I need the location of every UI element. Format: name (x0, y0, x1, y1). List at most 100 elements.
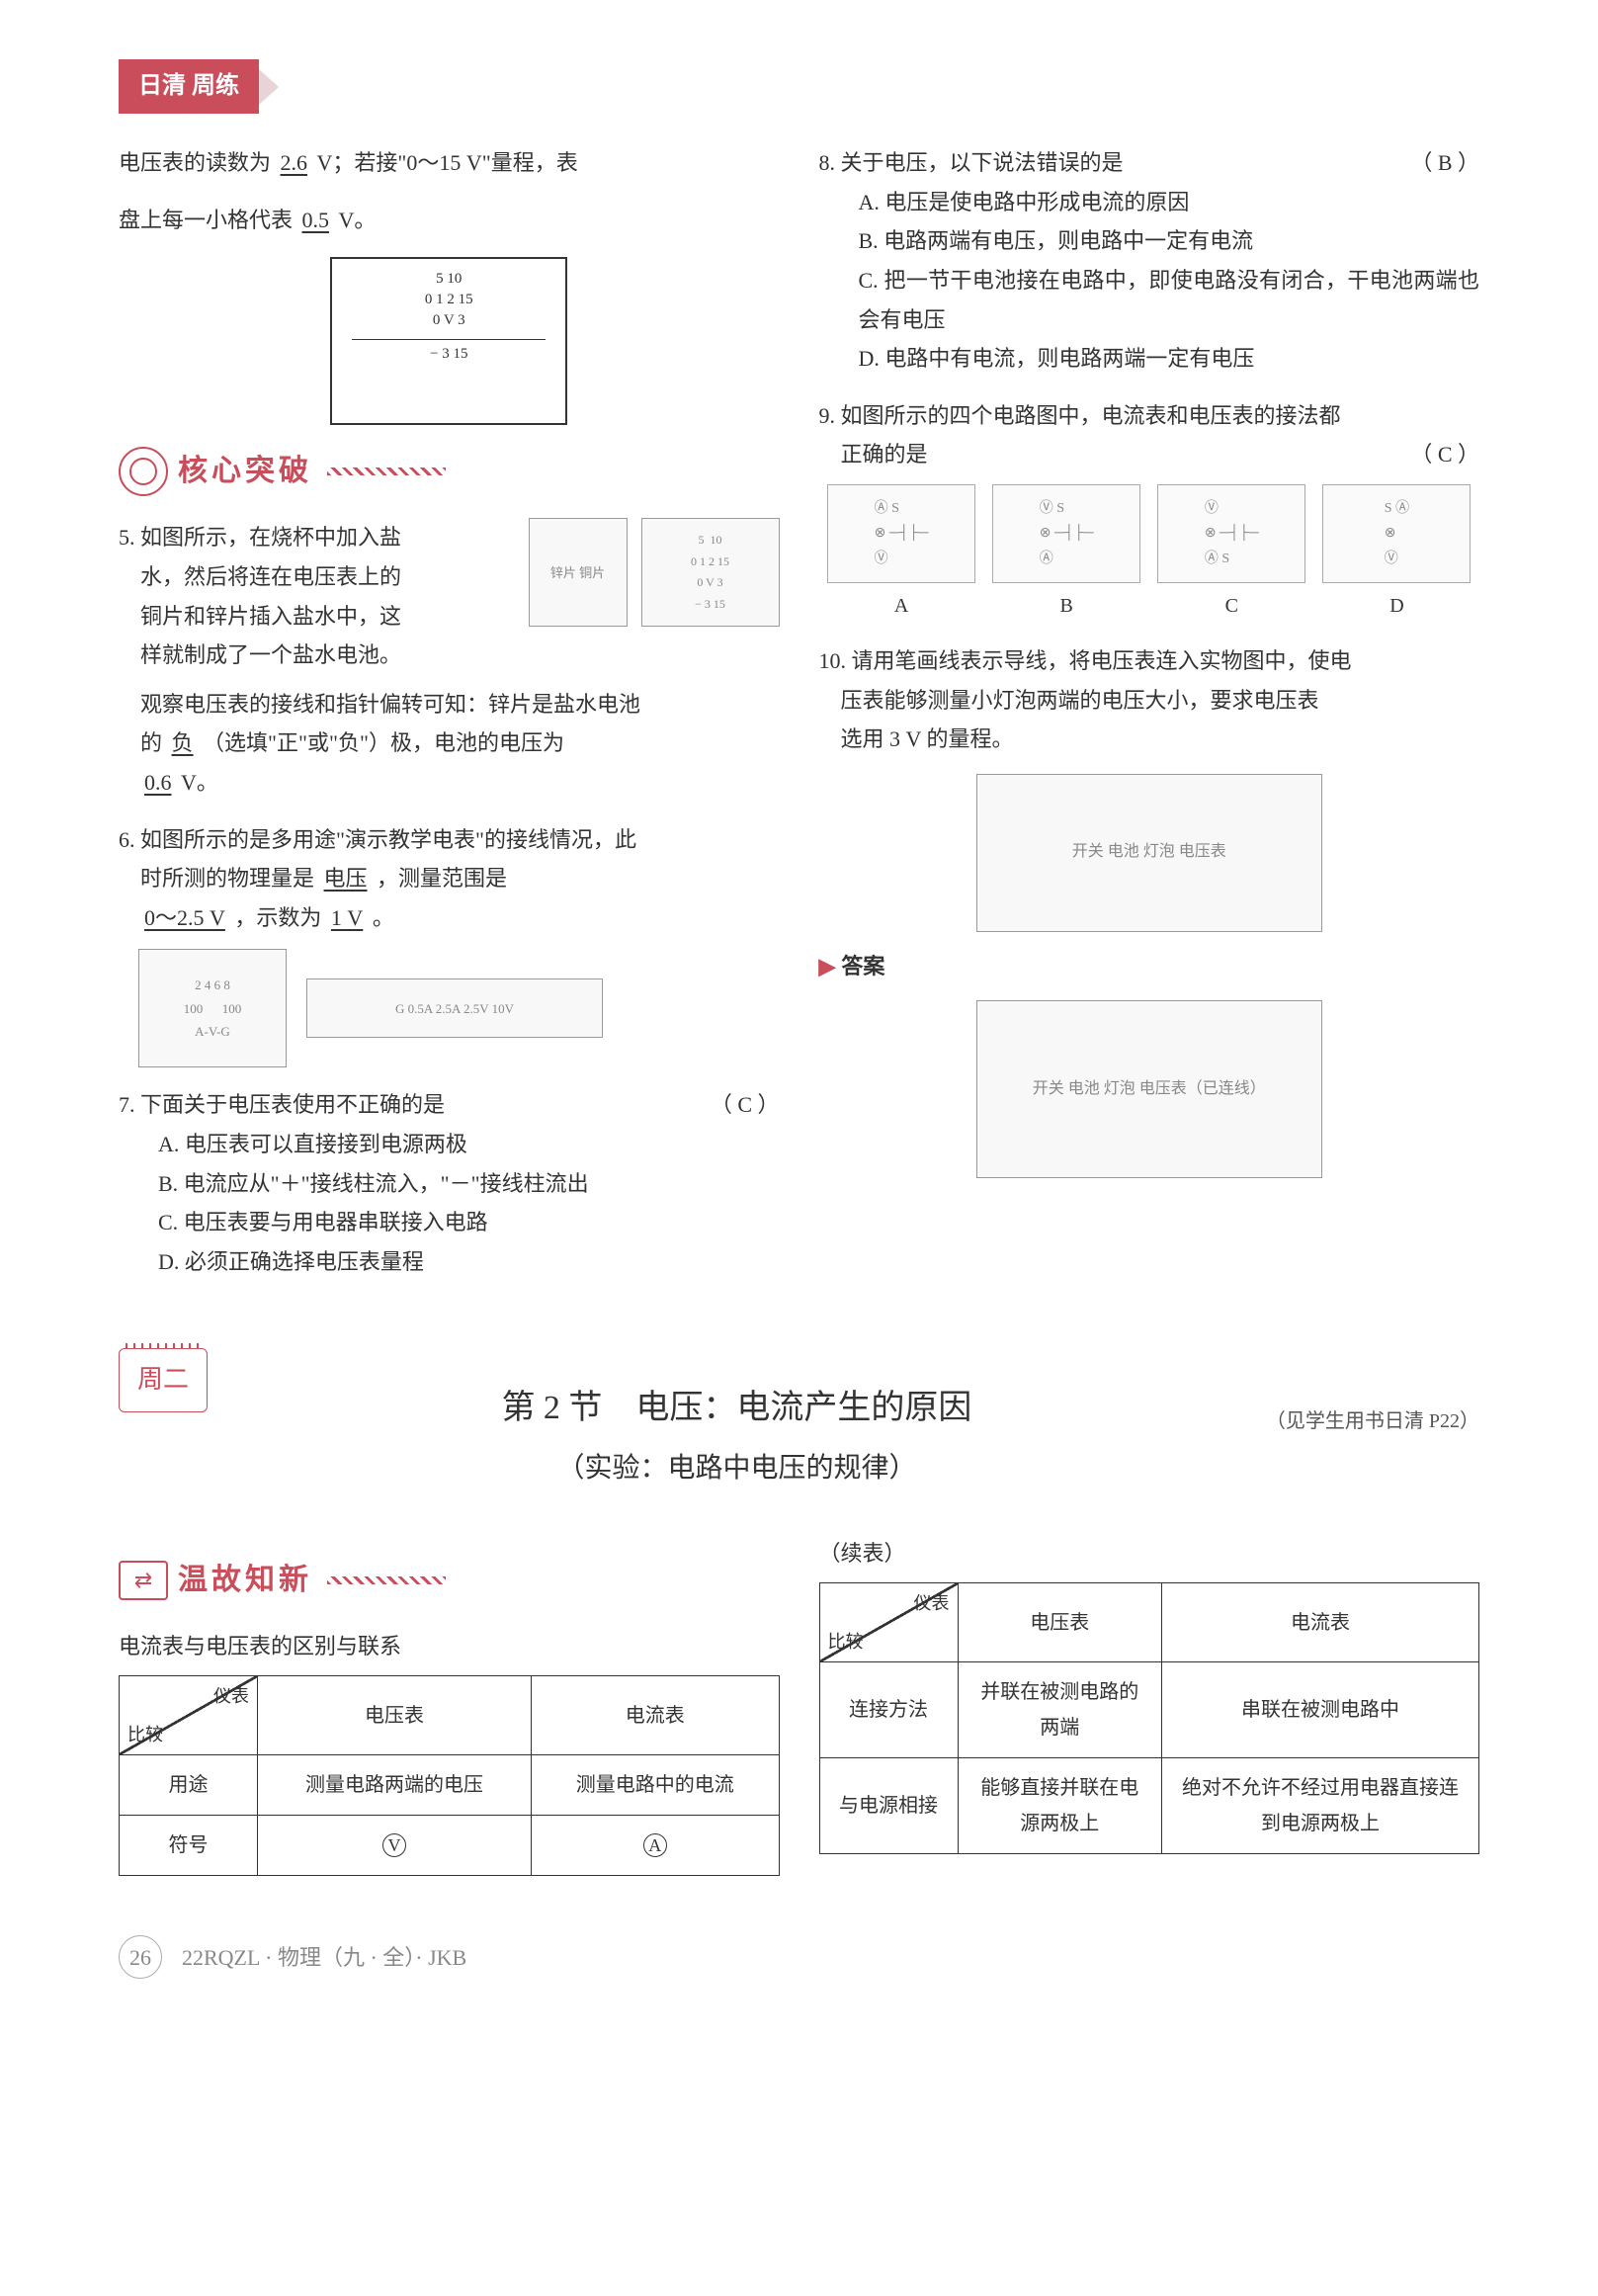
circuit-d-diagram: S Ⓐ⊗Ⓥ (1322, 484, 1471, 583)
q7-opt-a: A. 电压表可以直接接到电源两极 (158, 1125, 780, 1164)
comparison-table-1: 仪表 比较 电压表 电流表 用途 测量电路两端的电压 测量电路中的电流 符号 V… (119, 1675, 780, 1876)
right-column: 8. 关于电压，以下说法错误的是 （ B ） A. 电压是使电路中形成电流的原因… (819, 143, 1480, 1299)
q6-l2a: 时所测的物理量是 (140, 866, 314, 891)
q5-l3: 铜片和锌片插入盐水中，这 (140, 604, 401, 629)
table-row: 用途 测量电路两端的电压 测量电路中的电流 (120, 1755, 780, 1816)
q-num: 8. (819, 150, 836, 175)
q8-opt-a: A. 电压是使电路中形成电流的原因 (859, 183, 1480, 222)
q8-stem: 关于电压，以下说法错误的是 (841, 150, 1124, 175)
table-row: 与电源相接 能够直接并联在电源两极上 绝对不允许不经过用电器直接连到电源两极上 (819, 1758, 1479, 1854)
page-number: 26 (119, 1935, 162, 1979)
chapter-subtitle: （实验：电路中电压的规律） (208, 1444, 1266, 1493)
intro-text: V。 (339, 208, 377, 232)
q10-l3: 选用 3 V 的量程。 (841, 726, 1014, 751)
q7-stem: 下面关于电压表使用不正确的是 (140, 1092, 445, 1117)
q6-l1: 如图所示的是多用途"演示教学电表"的接线情况，此 (140, 827, 636, 852)
cell: 串联在被测电路中 (1161, 1662, 1478, 1758)
table-row: 连接方法 并联在被测电路的两端 串联在被测电路中 (819, 1662, 1479, 1758)
q8-answer: （ B ） (1410, 143, 1479, 183)
row-connection: 连接方法 (819, 1662, 958, 1758)
meter-scale-inner: 0 V 3 (342, 310, 555, 331)
q6-blank2: 0～2.5 V (140, 905, 229, 930)
th-ammeter: 电流表 (532, 1676, 780, 1755)
cell: A (532, 1816, 780, 1876)
section-title-text: 核心突破 (178, 445, 312, 498)
q5-l4: 样就制成了一个盐水电池。 (140, 642, 401, 667)
intro-blank1: 2.6 (277, 150, 312, 175)
reference-note: （见学生用书日清 P22） (1266, 1403, 1479, 1439)
q7-opt-d: D. 必须正确选择电压表量程 (158, 1242, 780, 1282)
q6-blank1: 电压 (320, 866, 372, 891)
question-8: 8. 关于电压，以下说法错误的是 （ B ） A. 电压是使电路中形成电流的原因… (819, 143, 1480, 379)
meter-scale-mid: 0 1 2 15 (342, 290, 555, 310)
row-purpose: 用途 (120, 1755, 258, 1816)
q7-answer: （ C ） (711, 1085, 780, 1125)
section2-title: 温故知新 (178, 1554, 312, 1607)
row-power-source: 与电源相接 (819, 1758, 958, 1854)
voltmeter-diagram: 5 10 0 1 2 15 0 V 3 − 3 15 (330, 257, 567, 425)
q10-circuit-diagram: 开关 电池 灯泡 电压表 (976, 774, 1322, 932)
section-breakthrough: 核心突破 (119, 445, 780, 498)
cell: 并联在被测电路的两端 (958, 1662, 1161, 1758)
q9-stem1: 如图所示的四个电路图中，电流表和电压表的接法都 (841, 403, 1341, 428)
table-row: 符号 V A (120, 1816, 780, 1876)
comparison-table-2: 仪表 比较 电压表 电流表 连接方法 并联在被测电路的两端 串联在被测电路中 与… (819, 1582, 1480, 1854)
table-caption: 电流表与电压表的区别与联系 (119, 1627, 780, 1666)
chapter-section: 周二 第 2 节 电压：电流产生的原因 （实验：电路中电压的规律） （见学生用书… (119, 1348, 1479, 1494)
q6-l3a: ，示数为 (234, 905, 321, 930)
left-column: 电压表的读数为 2.6 V；若接"0～15 V"量程，表 盘上每一小格代表 0.… (119, 143, 780, 1299)
th-voltmeter: 电压表 (258, 1676, 532, 1755)
q6-l2b: ，测量范围是 (377, 866, 507, 891)
q10-l1: 请用笔画线表示导线，将电压表连入实物图中，使电 (852, 648, 1352, 673)
symbol-v: V (382, 1833, 406, 1857)
main-content: 电压表的读数为 2.6 V；若接"0～15 V"量程，表 盘上每一小格代表 0.… (119, 143, 1479, 1299)
intro-blank2: 0.5 (298, 208, 334, 232)
q5-blank1: 负 (168, 730, 198, 755)
circuit-b-diagram: Ⓥ S⊗ ─┤├─Ⓐ (992, 484, 1140, 583)
question-10: 10. 请用笔画线表示导线，将电压表连入实物图中，使电 压表能够测量小灯泡两端的… (819, 641, 1480, 1178)
table-row: 仪表 比较 电压表 电流表 (819, 1583, 1479, 1662)
q7-opt-b: B. 电流应从"＋"接线柱流入，"－"接线柱流出 (158, 1164, 780, 1204)
target-icon (119, 447, 168, 496)
circuit-c-diagram: Ⓥ⊗ ─┤├─Ⓐ S (1157, 484, 1305, 583)
intro-text: 盘上每一小格代表 (119, 208, 293, 232)
answer-label: 答案 (819, 947, 1480, 986)
diagonal-header: 仪表 比较 (819, 1583, 958, 1662)
table-continued: （续表） (819, 1534, 1480, 1573)
question-7: 7. 下面关于电压表使用不正确的是 （ C ） A. 电压表可以直接接到电源两极… (119, 1085, 780, 1281)
q9-answer: （ C ） (1410, 435, 1479, 474)
header-tag: 日清 周练 (119, 59, 259, 114)
salt-meter-diagram: 5 10 0 1 2 15 0 V 3 − 3 15 (641, 518, 780, 627)
footer-code: 22RQZL · 物理（九 · 全）· JKB (182, 1938, 466, 1978)
circuit-c-label: C (1157, 588, 1305, 624)
q-num: 6. (119, 827, 135, 852)
question-6: 6. 如图所示的是多用途"演示教学电表"的接线情况，此 时所测的物理量是 电压 … (119, 820, 780, 1068)
circuit-a-diagram: Ⓐ S⊗ ─┤├─Ⓥ (827, 484, 975, 583)
stripe-icon (327, 468, 446, 475)
meter-scale-top: 5 10 (342, 269, 555, 290)
diagonal-header: 仪表 比较 (120, 1676, 258, 1755)
lower-left: ⇄ 温故知新 电流表与电压表的区别与联系 仪表 比较 电压表 电流表 用途 测量… (119, 1534, 780, 1877)
th-ammeter: 电流表 (1161, 1583, 1478, 1662)
lower-content: ⇄ 温故知新 电流表与电压表的区别与联系 仪表 比较 电压表 电流表 用途 测量… (119, 1534, 1479, 1877)
q5-l5: 观察电压表的接线和指针偏转可知：锌片是盐水电池 (140, 692, 640, 717)
q6-blank3: 1 V (327, 905, 367, 930)
terminal-diagram: G 0.5A 2.5A 2.5V 10V (306, 978, 603, 1038)
lower-right: （续表） 仪表 比较 电压表 电流表 连接方法 并联在被测电路的两端 串联在被测… (819, 1534, 1480, 1877)
cell: 测量电路中的电流 (532, 1755, 780, 1816)
intro-line2: 盘上每一小格代表 0.5 V。 (119, 201, 780, 240)
section-review: ⇄ 温故知新 (119, 1554, 780, 1607)
q5-l1: 如图所示，在烧杯中加入盐 (140, 525, 401, 550)
th-voltmeter: 电压表 (958, 1583, 1161, 1662)
intro-line1: 电压表的读数为 2.6 V；若接"0～15 V"量程，表 (119, 143, 780, 183)
circuit-d-label: D (1322, 588, 1471, 624)
q5-l7: V。 (181, 770, 218, 795)
meter-scale-bot: − 3 15 (342, 344, 555, 365)
q6-l3b: 。 (373, 905, 394, 930)
arrows-icon: ⇄ (119, 1561, 168, 1600)
q9-stem2: 正确的是 (841, 442, 928, 467)
cell: V (258, 1816, 532, 1876)
table-row: 仪表 比较 电压表 电流表 (120, 1676, 780, 1755)
symbol-a: A (643, 1833, 667, 1857)
q5-l6b: （选填"正"或"负"）极，电池的电压为 (203, 730, 564, 755)
